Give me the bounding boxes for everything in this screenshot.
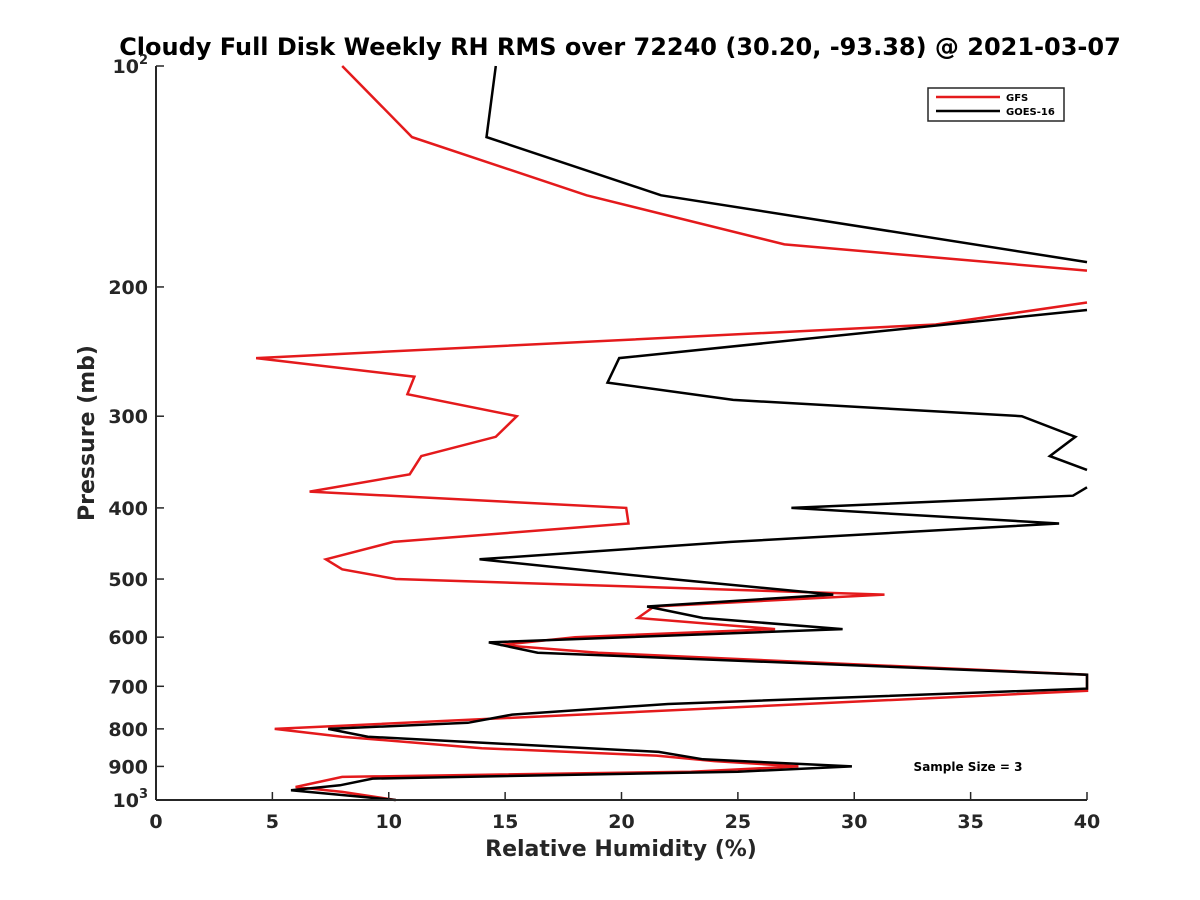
y-tick-label: 200 [108,277,148,299]
y-tick-label: 300 [108,406,148,428]
y-axis-label: Pressure (mb) [75,345,100,521]
legend-box [927,87,1065,122]
x-tick-label: 40 [1074,811,1100,833]
y-tick-label: 400 [108,498,148,520]
y-tick-label: 600 [108,627,148,649]
x-tick-label: 35 [957,811,983,833]
x-tick-label: 30 [841,811,867,833]
series-line-goes16 [290,65,1089,802]
chart-title: Cloudy Full Disk Weekly RH RMS over 7224… [119,33,1121,61]
x-axis-label: Relative Humidity (%) [485,837,757,862]
series-layer [255,65,1089,802]
y-tick-label: 500 [108,569,148,591]
legend: GFS GOES-16 [927,87,1065,122]
y-ticks: 102 200 300 400 500 600 700 800 900 103 [108,53,164,812]
y-tick-label: 103 [113,787,149,812]
x-tick-label: 25 [725,811,751,833]
legend-label-goes16: GOES-16 [1006,107,1055,118]
y-tick-label: 700 [108,676,148,698]
x-tick-label: 0 [149,811,162,833]
x-tick-label: 15 [492,811,518,833]
x-tick-label: 20 [608,811,634,833]
y-tick-label: 800 [108,719,148,741]
x-tick-label: 5 [266,811,279,833]
legend-label-gfs: GFS [1006,93,1028,104]
plot-area: 0 5 10 15 20 25 30 35 40 102 200 300 400 500 600 700 80… [108,53,1100,833]
series-line-gfs [255,65,1089,802]
x-ticks: 0 5 10 15 20 25 30 35 40 [149,792,1100,833]
x-tick-label: 10 [376,811,402,833]
y-tick-label: 900 [108,756,148,778]
y-tick-label: 102 [113,53,149,78]
sample-size-annotation: Sample Size = 3 [914,760,1023,774]
